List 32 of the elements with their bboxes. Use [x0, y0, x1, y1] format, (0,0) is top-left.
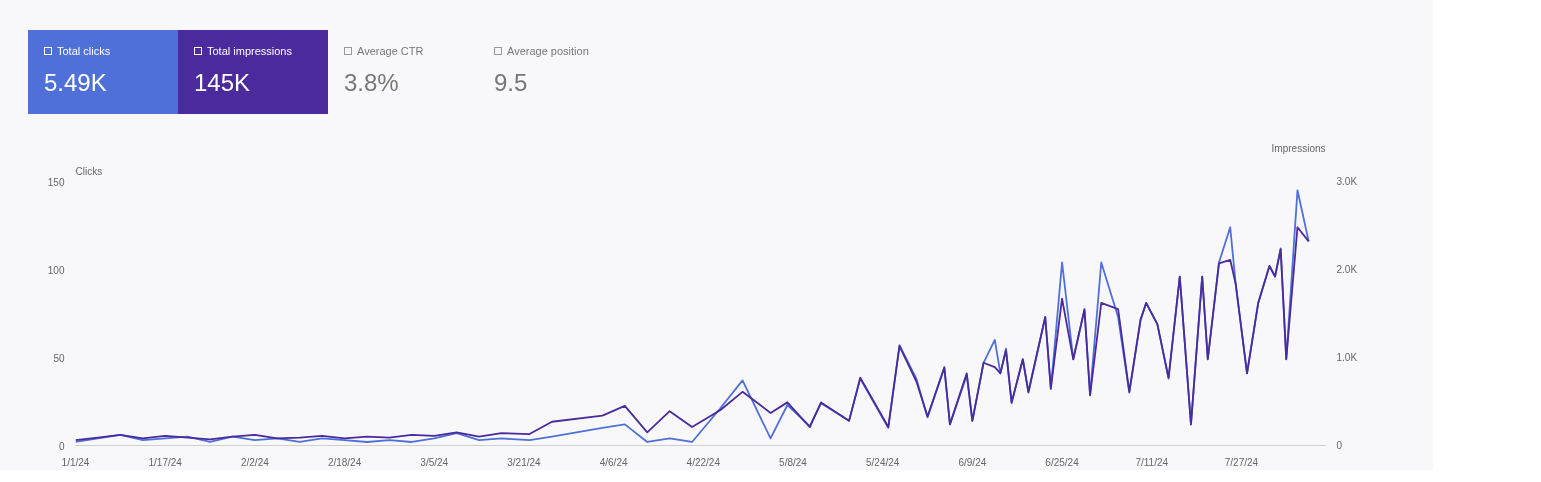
- text: 5.49K: [44, 67, 108, 98]
- legend-label: Total impressions: [206, 44, 293, 59]
- text: 145K: [194, 67, 252, 98]
- x-tick-label: 1/17/24: [148, 456, 183, 468]
- x-tick-label: 3/21/24: [507, 456, 542, 468]
- y-tick-label: 100: [47, 264, 65, 276]
- x-tick-label: 5/24/24: [865, 456, 900, 468]
- y-tick-label: 150: [47, 176, 65, 188]
- y2-axis-title: Impressions: [1271, 142, 1326, 154]
- x-tick-label: 2/2/24: [240, 456, 270, 468]
- x-tick-label: 6/9/24: [958, 456, 987, 468]
- y2-tick-label: 3.0K: [1336, 176, 1358, 187]
- x-tick-label: 7/27/24: [1224, 456, 1259, 468]
- y-tick-label: 50: [53, 352, 65, 364]
- y2-tick-label: 2.0K: [1336, 264, 1358, 275]
- x-tick-label: 5/8/24: [779, 456, 808, 468]
- legend-label: Total clicks: [56, 44, 112, 59]
- x-tick-label: 4/22/24: [686, 456, 721, 468]
- x-tick-label: 4/6/24: [599, 456, 628, 468]
- text: Average CTR: [356, 44, 425, 59]
- text: Average position: [506, 44, 590, 59]
- x-tick-label: 1/1/24: [61, 456, 90, 468]
- text: 3.8%: [344, 67, 400, 98]
- x-tick-label: 3/5/24: [420, 456, 449, 468]
- x-tick-label: 7/11/24: [1135, 456, 1169, 468]
- text: 9.5: [494, 67, 529, 98]
- x-tick-label: 6/25/24: [1045, 456, 1080, 468]
- y-tick-label: 0: [58, 440, 65, 452]
- y-axis-title: Clicks: [75, 165, 103, 177]
- y2-tick-label: 0: [1336, 440, 1343, 451]
- x-tick-label: 2/18/24: [327, 456, 362, 468]
- y2-tick-label: 1.0K: [1336, 352, 1358, 363]
